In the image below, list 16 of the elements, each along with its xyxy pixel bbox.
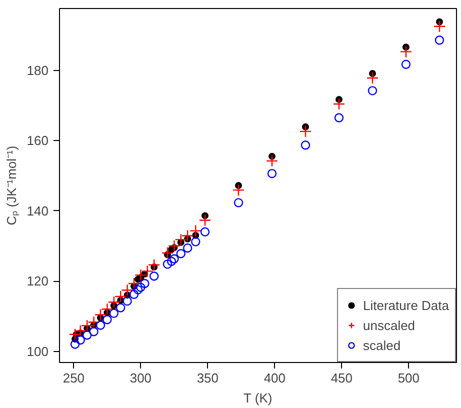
legend-label: scaled (363, 338, 401, 352)
x-tick-label: 400 (264, 370, 286, 386)
y-tick-label: 140 (26, 203, 49, 218)
x-tick-label: 350 (196, 370, 219, 386)
y-tick-label: 180 (26, 62, 49, 78)
x-tick-label: 450 (330, 370, 353, 386)
y-axis-title: Cₚ (JK⁻¹mol⁻¹) (4, 146, 20, 226)
y-tick-label: 120 (26, 274, 49, 289)
x-tick-label: 250 (62, 370, 85, 386)
x-axis-title: T (K) (244, 390, 272, 406)
x-tick-label: 500 (398, 370, 420, 386)
legend-label: Literature Data (363, 298, 449, 312)
y-tick-label: 160 (26, 133, 49, 148)
legend-label: unscaled (363, 318, 416, 332)
y-tick-label: 100 (26, 344, 49, 359)
x-tick-label: 300 (130, 370, 152, 386)
